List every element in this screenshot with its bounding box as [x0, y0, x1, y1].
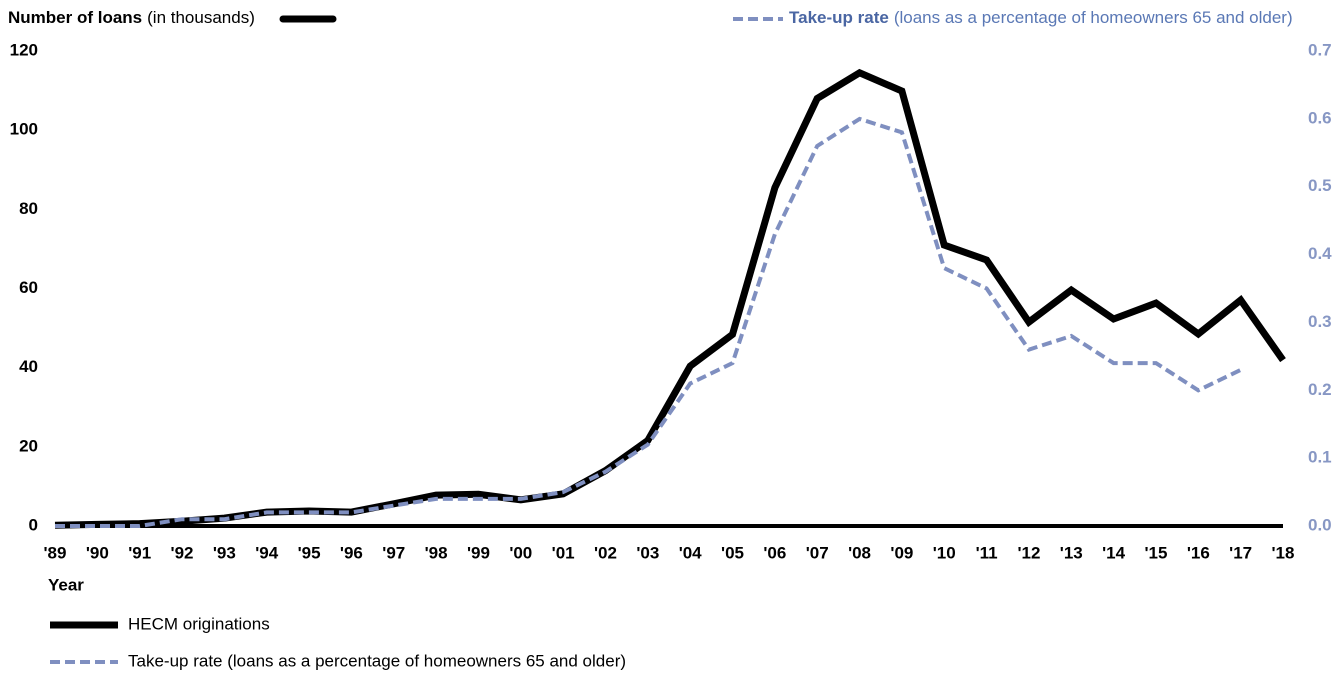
x-tick-label: '90	[86, 543, 109, 562]
x-tick-label: '94	[255, 543, 278, 562]
x-tick-label: '13	[1060, 543, 1083, 562]
y-tick-label: 0	[29, 515, 38, 534]
legend-label: Take-up rate (loans as a percentage of h…	[128, 651, 626, 670]
x-tick-label: '98	[425, 543, 448, 562]
legend-label: HECM originations	[128, 614, 270, 633]
x-tick-label: '14	[1102, 543, 1125, 562]
x-tick-label: '99	[467, 543, 490, 562]
y2-tick-label: 0.6	[1308, 108, 1332, 127]
series-line	[55, 116, 1242, 528]
y2-tick-label: 0.3	[1308, 312, 1332, 331]
y-tick-label: 120	[10, 40, 38, 59]
series-line	[54, 68, 1286, 529]
y2-tick-label: 0.5	[1308, 176, 1332, 195]
x-tick-label: '09	[890, 543, 913, 562]
x-tick-label: '16	[1187, 543, 1210, 562]
x-tick-label: '96	[340, 543, 363, 562]
x-tick-label: '91	[128, 543, 151, 562]
x-tick-label: '89	[44, 543, 67, 562]
y2-tick-label: 0.1	[1308, 448, 1332, 467]
x-tick-label: '97	[382, 543, 405, 562]
y-tick-label: 40	[19, 357, 38, 376]
y2-tick-label: 0.7	[1308, 40, 1332, 59]
y-tick-label: 100	[10, 120, 38, 139]
y2-tick-label: 0.0	[1308, 515, 1332, 534]
x-tick-label: '17	[1229, 543, 1252, 562]
x-tick-label: '04	[679, 543, 702, 562]
x-tick-label: '93	[213, 543, 236, 562]
y2-axis-title: Take-up rate (loans as a percentage of ho…	[789, 8, 1293, 27]
x-tick-label: '03	[636, 543, 659, 562]
x-tick-label: '05	[721, 543, 744, 562]
x-axis-title: Year	[48, 575, 84, 594]
y-axis-title: Number of loans (in thousands)	[8, 8, 255, 27]
x-tick-label: '15	[1144, 543, 1167, 562]
x-tick-label: '07	[806, 543, 829, 562]
x-tick-label: '12	[1017, 543, 1040, 562]
x-tick-label: '02	[594, 543, 617, 562]
x-tick-label: '08	[848, 543, 871, 562]
y2-tick-label: 0.2	[1308, 380, 1332, 399]
y2-tick-label: 0.4	[1308, 244, 1332, 263]
y-tick-label: 20	[19, 436, 38, 455]
x-tick-label: '92	[171, 543, 194, 562]
x-tick-label: '18	[1272, 543, 1295, 562]
x-tick-label: '95	[298, 543, 321, 562]
x-tick-label: '10	[933, 543, 956, 562]
x-tick-label: '11	[976, 543, 998, 562]
y-tick-label: 80	[19, 199, 38, 218]
x-tick-label: '01	[552, 543, 575, 562]
x-tick-label: '06	[763, 543, 786, 562]
y-tick-label: 60	[19, 278, 38, 297]
x-tick-label: '00	[509, 543, 532, 562]
